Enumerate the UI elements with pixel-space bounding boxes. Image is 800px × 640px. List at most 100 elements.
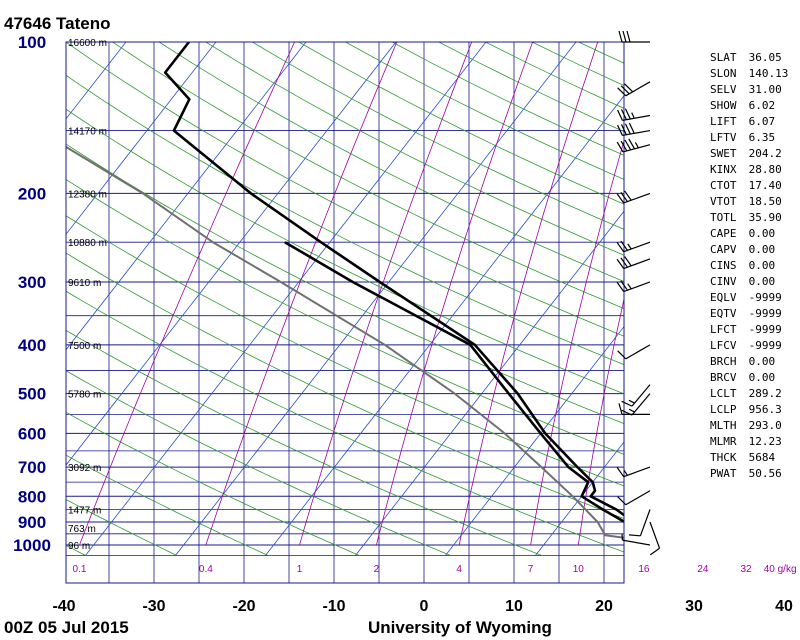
dry-adiabat [66,499,178,557]
wind-barb-staff [622,114,651,121]
pressure-tick-label: 1000 [13,536,51,555]
skewed-isotherm [535,441,624,556]
temperature-tick-label: 10 [505,598,523,615]
wind-barb-half-feather [634,142,639,149]
mixing-ratio-label: 2 [374,564,380,575]
dry-adiabat [66,454,269,557]
index-row: MLMR 12.23 [710,434,788,450]
height-label: 3092 m [68,463,101,474]
wind-barb-feather [618,403,623,415]
wind-barb-staff [625,344,651,360]
wind-barb-staff [631,393,651,416]
index-value: 0.00 [742,275,776,288]
index-key: MLTH [710,419,737,432]
profiles-layer [66,42,624,539]
mixing-ratio-line [577,297,624,546]
wind-barb-staff [639,509,651,537]
index-value: 6.07 [742,115,776,128]
index-value: 956.3 [742,403,782,416]
index-value: 0.00 [742,371,776,384]
index-row: KINX 28.80 [710,162,788,178]
index-key: MLMR [710,435,737,448]
wind-barb-feather [621,400,633,407]
wind-barb-staff [625,81,651,97]
index-row: SLON 140.13 [710,66,788,82]
index-key: CAPE [710,227,737,240]
skewed-isotherm [0,42,36,556]
wind-barb-feather [620,124,627,135]
pressure-tick-label: 200 [18,184,46,203]
skewed-isotherm [66,42,307,351]
index-row: CINS 0.00 [710,258,788,274]
wind-barb [617,81,651,97]
index-value: 293.0 [742,419,782,432]
skewed-isotherm [265,95,624,556]
station-title: 47646 Tateno [4,14,111,33]
index-value: 28.80 [742,163,782,176]
index-row: EQLV -9999 [710,290,788,306]
index-row: LFTV 6.35 [710,130,788,146]
index-row: PWAT 50.56 [710,466,788,482]
index-row: LCLT 289.2 [710,386,788,402]
wind-barb-feather [620,280,628,291]
wind-barb-feather [620,240,628,251]
index-key: LFTV [710,131,737,144]
pressure-tick-label: 800 [18,487,46,506]
wind-barb-half-feather [627,283,632,290]
dry-adiabat [66,143,624,425]
index-row: SELV 31.00 [710,82,788,98]
wind-barb [617,344,651,360]
height-label: 1477 m [68,505,101,516]
mixing-ratio-label: 4 [456,564,462,575]
index-key: SLAT [710,51,737,64]
labels-layer: 1002003004005006007008009001000-80-70-60… [13,33,796,615]
mixing-ratio-layer [79,42,624,546]
index-value: 31.00 [742,83,782,96]
index-row: LFCT -9999 [710,322,788,338]
mixing-ratio-label: 32 [740,564,752,575]
wind-barb [616,240,651,253]
index-key: VTOT [710,195,737,208]
wind-barb-staff [622,539,651,546]
skewed-isotherm [355,210,624,556]
index-value: 204.2 [742,147,782,160]
plot-frame [65,41,625,584]
index-value: 17.40 [742,179,782,192]
index-row: BRCV 0.00 [710,370,788,386]
wind-barb-feather [624,190,632,201]
mixing-ratio-line [79,42,295,546]
temperature-trace [163,42,624,517]
index-key: LCLT [710,387,737,400]
mixing-ratio-label: 10 [573,564,585,575]
index-row: SLAT 36.05 [710,50,788,66]
wind-barb-feather [622,30,627,43]
wind-barb-feather [624,256,632,267]
mixing-ratio-line [458,42,599,546]
dry-adiabat [66,179,624,455]
index-value: 35.90 [742,211,782,224]
wind-barb-half-feather [631,112,635,119]
mixing-ratio-line [376,42,533,546]
dry-adiabat [66,290,624,553]
wind-barbs-layer [616,30,661,556]
mixing-ratio-label: 0.4 [199,564,213,575]
index-value: 0.00 [742,355,776,368]
wind-barb [618,30,650,43]
height-label: 96 m [68,541,90,552]
index-key: LIFT [710,115,737,128]
data-credit: University of Wyoming [368,618,552,637]
index-key: CINV [710,275,737,288]
height-label: 5780 m [68,390,101,401]
index-key: BRCH [710,355,737,368]
wind-barb-half-feather [623,469,628,476]
plot-area [66,42,624,583]
dry-adiabat [66,370,452,557]
pressure-tick-label: 500 [18,385,46,404]
index-key: LFCT [710,323,737,336]
index-row: CINV 0.00 [710,274,788,290]
wind-barb-feather [628,122,635,134]
wind-barb-staff [623,241,651,253]
mixing-ratio-line [530,139,624,546]
index-row: THCK 5684 [710,450,788,466]
